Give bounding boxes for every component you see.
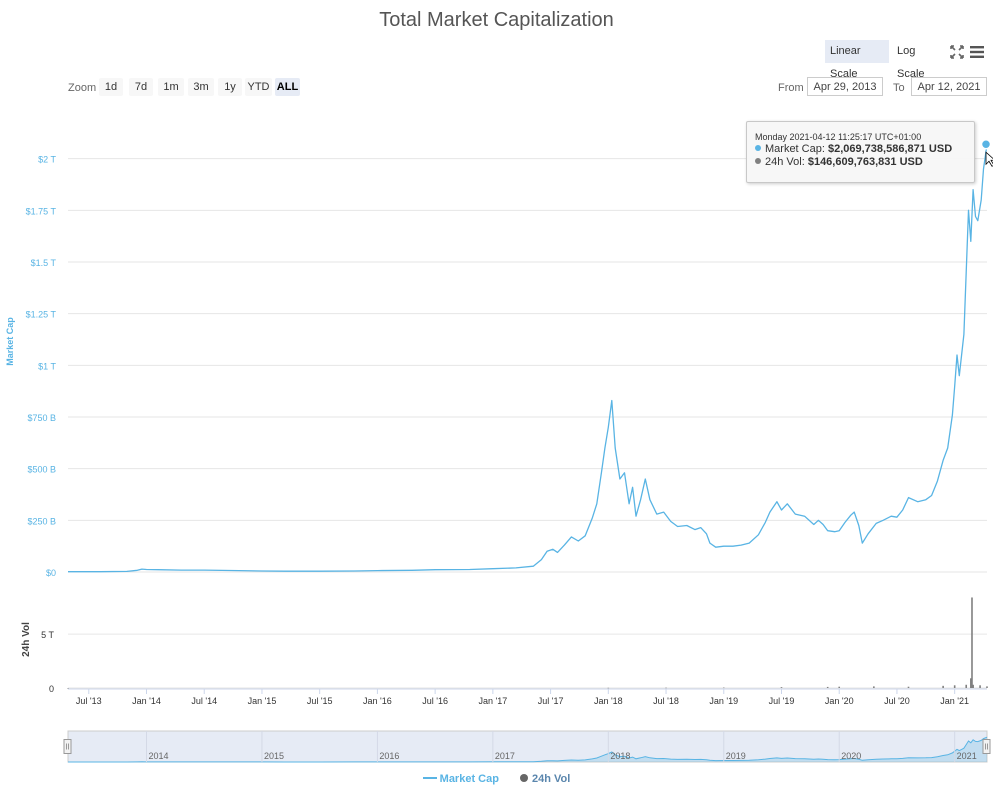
navigator-year-label: 2020 (841, 751, 861, 761)
x-tick-label: Jul '14 (191, 696, 217, 706)
market-cap-dot-icon (755, 145, 761, 151)
fullscreen-icon[interactable] (949, 44, 965, 60)
x-tick-label: Jan '15 (248, 696, 277, 706)
handle-body (982, 739, 991, 754)
market-cap-line (68, 144, 988, 573)
tooltip: Monday 2021-04-12 11:25:17 UTC+01:00 Mar… (746, 121, 975, 183)
volume-bar (942, 685, 944, 688)
legend-item-market-cap[interactable]: Market Cap (422, 773, 499, 785)
navigator-right-handle[interactable] (982, 739, 991, 754)
volume-bar (965, 684, 968, 688)
volume-axis-title: 24h Vol (21, 622, 32, 657)
navigator-year-label: 2014 (149, 751, 169, 761)
navigator-line (68, 736, 988, 763)
legend: Market Cap 24h Vol (0, 773, 993, 785)
y-tick-label: $2 T (38, 155, 56, 165)
zoom-label: Zoom (68, 82, 97, 94)
tooltip-volume-row: 24h Vol: $146,609,763,831 USD (755, 156, 966, 169)
range-to-input[interactable]: Apr 12, 2021 (911, 77, 987, 96)
volume-bar (780, 687, 783, 688)
menu-icon[interactable] (969, 44, 985, 60)
navigator-year-label: 2016 (379, 751, 399, 761)
volume-bar (826, 686, 829, 688)
volume-bar (979, 685, 981, 688)
volume-bar (722, 687, 725, 689)
x-tick-label: Jul '18 (653, 696, 679, 706)
chart-title: Total Market Capitalization (379, 9, 614, 31)
x-tick-label: Jul '20 (884, 696, 910, 706)
x-tick-label: Jan '20 (825, 696, 854, 706)
volume-bar (665, 687, 667, 689)
x-tick-label: Jan '14 (132, 696, 161, 706)
volume-bar (953, 685, 956, 688)
y-axis-title: Market Cap (5, 317, 15, 366)
range-to-label: To (893, 82, 905, 94)
volume-tick-label: 5 T (41, 630, 54, 640)
x-tick-label: Jul '15 (307, 696, 333, 706)
legend-item-volume[interactable]: 24h Vol (520, 773, 570, 785)
volume-tick-label: 0 (49, 684, 54, 694)
zoom-all-button[interactable]: ALL (275, 78, 300, 96)
y-tick-label: $500 B (27, 465, 56, 475)
tooltip-market-cap-row: Market Cap: $2,069,738,586,871 USD (755, 143, 966, 156)
x-tick-label: Jul '17 (538, 696, 564, 706)
legend-market-cap-label: Market Cap (439, 773, 499, 785)
x-tick-label: Jan '17 (478, 696, 507, 706)
y-tick-label: $250 B (27, 516, 56, 526)
volume-dot-icon (755, 158, 761, 164)
volume-bar (873, 686, 875, 688)
log-scale-button[interactable]: Log Scale (892, 40, 944, 80)
hover-point-marker (980, 139, 992, 150)
y-tick-label: $750 B (27, 413, 56, 423)
volume-bar (67, 688, 69, 689)
zoom-1y-button[interactable]: 1y (218, 78, 242, 96)
volume-bar (607, 687, 610, 689)
x-tick-label: Jul '19 (769, 696, 795, 706)
dot-swatch-icon (520, 774, 529, 782)
volume-bar (972, 684, 974, 688)
legend-volume-label: 24h Vol (532, 773, 571, 785)
x-tick-label: Jul '16 (422, 696, 448, 706)
tooltip-volume-label: 24h Vol: (765, 156, 805, 168)
zoom-1m-button[interactable]: 1m (158, 78, 184, 96)
volume-bar (986, 686, 988, 688)
x-tick-label: Jan '21 (940, 696, 969, 706)
volume-bar (907, 686, 910, 688)
y-tick-label: $0 (46, 568, 56, 578)
navigator-left-handle[interactable] (63, 739, 72, 754)
x-tick-label: Jan '19 (709, 696, 738, 706)
navigator-area (68, 737, 987, 762)
y-tick-label: $1.5 T (31, 258, 57, 268)
navigator-year-label: 2015 (264, 751, 284, 761)
handle-body (63, 739, 72, 754)
range-from-label: From (778, 82, 804, 94)
range-from-input[interactable]: Apr 29, 2013 (807, 77, 883, 96)
tooltip-volume-value: $146,609,763,831 USD (807, 156, 923, 168)
navigator-year-label: 2021 (957, 751, 977, 761)
x-tick-label: Jul '13 (76, 696, 102, 706)
navigator-year-label: 2018 (610, 751, 630, 761)
volume-bar (838, 686, 841, 688)
volume-bar (970, 678, 972, 688)
x-tick-label: Jan '18 (594, 696, 623, 706)
zoom-3m-button[interactable]: 3m (188, 78, 214, 96)
y-tick-label: $1 T (38, 361, 56, 371)
zoom-ytd-button[interactable]: YTD (245, 78, 272, 96)
cursor-pointer-icon (985, 151, 993, 167)
tooltip-market-cap-value: $2,069,738,586,871 USD (827, 143, 953, 155)
volume-bar (971, 597, 973, 688)
x-tick-label: Jan '16 (363, 696, 392, 706)
zoom-1d-button[interactable]: 1d (99, 78, 123, 96)
navigator-track (67, 730, 988, 763)
tooltip-header: Monday 2021-04-12 11:25:17 UTC+01:00 (755, 132, 922, 142)
zoom-7d-button[interactable]: 7d (129, 78, 153, 96)
y-tick-label: $1.25 T (26, 310, 57, 320)
tooltip-market-cap-label: Market Cap: (765, 143, 825, 155)
navigator-year-label: 2019 (726, 751, 746, 761)
y-tick-label: $1.75 T (26, 206, 57, 216)
navigator-year-label: 2017 (495, 751, 515, 761)
line-swatch-icon (422, 777, 437, 779)
